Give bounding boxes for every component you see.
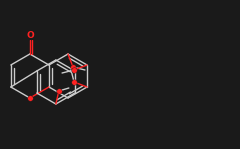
Text: O: O — [26, 31, 34, 39]
